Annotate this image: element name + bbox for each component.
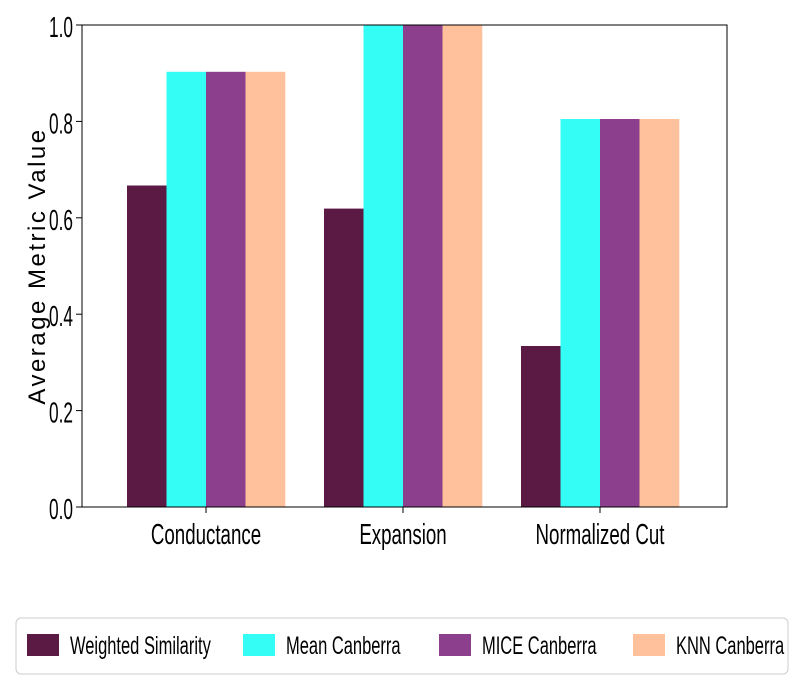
bar-weighted-similarity-normalized-cut — [521, 346, 561, 507]
x-axis: Conductance Expansion Normalized Cut — [151, 507, 665, 551]
plot-frame — [81, 24, 728, 508]
y-axis: 0.0 0.2 0.4 0.6 0.8 1.0 — [49, 13, 82, 527]
x-tick-label: Expansion — [359, 519, 446, 551]
legend-frame — [15, 617, 789, 675]
x-tick-label: Conductance — [151, 519, 261, 551]
y-tick-label: 0.4 — [49, 302, 73, 334]
y-tick-label: 0.8 — [49, 109, 73, 141]
y-tick-label: 0.2 — [49, 398, 73, 430]
legend-swatch-weighted-similarity — [27, 634, 59, 656]
y-tick-label: 1.0 — [49, 13, 73, 45]
bar-mean-canberra-expansion — [363, 25, 404, 507]
legend-swatch-mice-canberra — [439, 634, 471, 656]
legend: Weighted Similarity Mean Canberra MICE Can… — [15, 617, 789, 675]
y-tick-label: 0.0 — [49, 495, 73, 527]
bar-weighted-similarity-expansion — [324, 208, 364, 507]
bar-mean-canberra-conductance — [166, 71, 207, 508]
bar-mice-canberra-expansion — [403, 25, 443, 507]
y-tick-label: 0.6 — [49, 206, 73, 238]
legend-label: MICE Canberra — [482, 631, 597, 659]
bar-knn-canberra-expansion — [442, 25, 483, 507]
x-tick-label: Normalized Cut — [536, 519, 665, 551]
legend-swatch-mean-canberra — [243, 634, 275, 656]
bar-weighted-similarity-conductance — [127, 185, 167, 507]
bar-mice-canberra-conductance — [206, 71, 246, 508]
bar-knn-canberra-normalized-cut — [639, 119, 680, 507]
y-axis-label: Average Metric Value — [24, 127, 51, 404]
legend-label: KNN Canberra — [676, 631, 784, 659]
bars-group — [127, 25, 680, 508]
bar-knn-canberra-conductance — [245, 71, 286, 508]
legend-label: Mean Canberra — [286, 631, 401, 659]
legend-label: Weighted Similarity — [70, 631, 211, 659]
bar-mean-canberra-normalized-cut — [560, 119, 601, 507]
bar-mice-canberra-normalized-cut — [600, 119, 640, 507]
legend-swatch-knn-canberra — [633, 634, 665, 656]
